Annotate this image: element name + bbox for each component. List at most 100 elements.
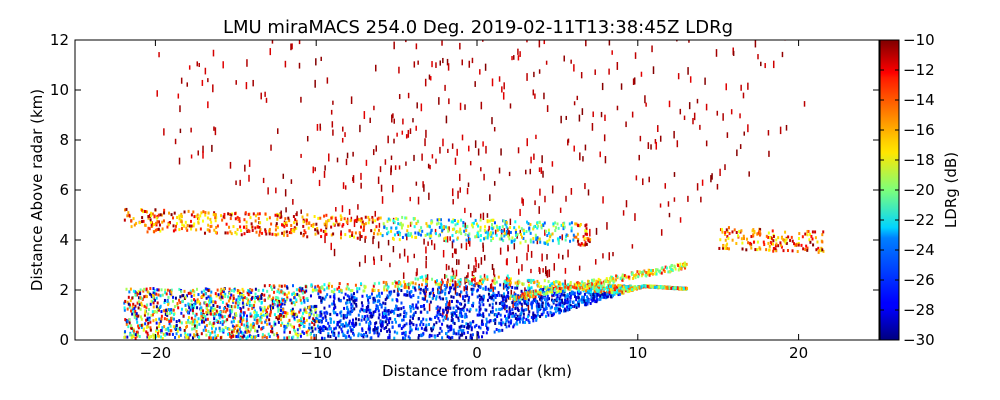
boundary-layer-cell <box>402 331 405 335</box>
boundary-layer-cell <box>297 288 300 292</box>
boundary-layer-cell <box>499 307 502 311</box>
boundary-layer-cell <box>471 292 474 296</box>
sloped-echo-cell <box>564 285 567 289</box>
boundary-layer-cell <box>348 321 351 325</box>
boundary-layer-cell <box>527 298 530 302</box>
boundary-layer-cell <box>308 316 311 320</box>
boundary-layer-cell <box>245 318 248 322</box>
boundary-layer-cell <box>333 327 336 331</box>
boundary-layer-cell <box>453 287 456 291</box>
clutter-dash <box>392 245 395 253</box>
plot-background <box>75 40 879 340</box>
boundary-layer-cell <box>305 310 308 314</box>
melting-layer-cell <box>274 213 277 217</box>
boundary-layer-cell <box>434 335 437 339</box>
boundary-layer-cell <box>131 308 134 312</box>
boundary-layer-cell <box>481 297 484 301</box>
boundary-layer-cell <box>537 309 540 313</box>
sloped-echo-cell <box>608 280 611 284</box>
clutter-dash <box>399 253 401 259</box>
boundary-layer-cell <box>145 305 148 309</box>
boundary-layer-cell <box>388 317 391 321</box>
boundary-layer-cell <box>350 293 353 297</box>
boundary-layer-cell <box>280 290 283 294</box>
clutter-dash <box>524 169 527 175</box>
sloped-echo-cell <box>621 278 624 282</box>
clutter-dash <box>284 189 287 197</box>
boundary-layer-cell <box>385 282 388 286</box>
melting-layer-cell <box>206 228 209 232</box>
boundary-layer-cell <box>266 322 269 326</box>
melting-layer-cell <box>306 235 309 239</box>
clutter-dash <box>417 196 420 205</box>
boundary-layer-cell <box>430 317 433 321</box>
boundary-layer-cell <box>353 301 356 305</box>
boundary-layer-cell <box>276 317 279 321</box>
boundary-layer-cell <box>600 290 603 294</box>
boundary-layer-cell <box>380 320 383 324</box>
melting-layer-cell <box>480 234 483 238</box>
boundary-layer-cell <box>208 336 211 340</box>
boundary-layer-cell <box>275 316 278 320</box>
boundary-layer-cell <box>260 306 263 310</box>
boundary-layer-cell <box>493 286 496 290</box>
boundary-layer-cell <box>532 297 535 301</box>
melting-layer-cell <box>229 217 232 221</box>
clutter-dash <box>446 283 448 288</box>
boundary-layer-cell <box>471 278 474 282</box>
boundary-layer-cell <box>265 336 268 340</box>
melting-layer-cell <box>768 248 771 252</box>
sloped-echo-cell <box>560 286 563 290</box>
clutter-dash <box>389 262 391 268</box>
boundary-layer-cell <box>363 317 366 321</box>
clutter-dash <box>424 138 426 147</box>
sloped-echo-cell <box>526 296 529 300</box>
boundary-layer-cell <box>537 306 540 310</box>
melting-layer-cell <box>225 222 228 226</box>
boundary-layer-cell <box>267 296 270 300</box>
melting-layer-cell <box>817 250 820 254</box>
boundary-layer-cell <box>393 311 396 315</box>
boundary-layer-cell <box>299 299 302 303</box>
boundary-layer-cell <box>338 290 341 294</box>
boundary-layer-cell <box>271 299 274 303</box>
melting-layer-cell <box>756 248 759 252</box>
sloped-echo-cell <box>591 278 594 282</box>
melting-layer-cell <box>523 232 526 236</box>
melting-layer-cell <box>301 215 304 219</box>
boundary-layer-cell <box>472 301 475 305</box>
boundary-layer-cell <box>597 288 600 292</box>
clutter-dash <box>608 40 611 46</box>
boundary-layer-cell <box>500 318 503 322</box>
boundary-layer-cell <box>537 305 540 309</box>
clutter-dash <box>482 40 484 42</box>
boundary-layer-cell <box>610 295 613 299</box>
boundary-layer-cell <box>384 314 387 318</box>
melting-layer-cell <box>192 224 195 228</box>
clutter-dash <box>448 265 450 270</box>
clutter-dash <box>748 171 750 177</box>
boundary-layer-cell <box>302 296 305 300</box>
boundary-layer-cell <box>465 315 468 319</box>
boundary-layer-cell <box>619 284 622 288</box>
melting-layer-cell <box>782 249 785 253</box>
boundary-layer-cell <box>143 287 146 291</box>
melting-layer-cell <box>514 220 517 224</box>
clutter-dash <box>196 61 199 67</box>
boundary-layer-cell <box>572 290 575 294</box>
boundary-layer-cell <box>157 329 160 333</box>
boundary-layer-cell <box>250 326 253 330</box>
melting-layer-cell <box>486 231 489 235</box>
boundary-layer-cell <box>459 309 462 313</box>
clutter-dash <box>319 123 321 129</box>
boundary-layer-cell <box>542 310 545 314</box>
boundary-layer-cell <box>263 298 266 302</box>
clutter-dash <box>604 114 606 121</box>
boundary-layer-cell <box>374 309 377 313</box>
melting-layer-cell <box>251 228 254 232</box>
boundary-layer-cell <box>238 301 241 305</box>
melting-layer-cell <box>756 232 759 236</box>
boundary-layer-cell <box>459 307 462 311</box>
boundary-layer-cell <box>273 320 276 324</box>
melting-layer-cell <box>438 233 441 237</box>
